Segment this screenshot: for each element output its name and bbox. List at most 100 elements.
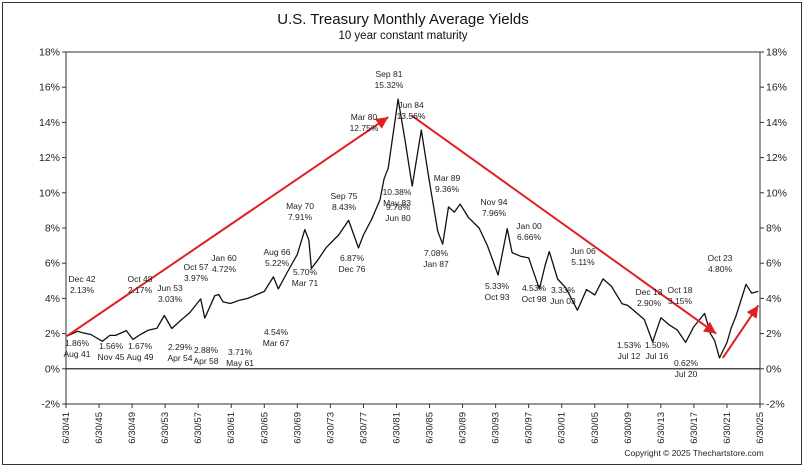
annotation-label: 5.70% [293, 267, 318, 277]
annotation-label: 3.03% [158, 294, 183, 304]
x-tick-label: 6/30/45 [94, 412, 105, 444]
annotation-label: 1.86% [65, 338, 90, 348]
y-tick-label-right: 0% [766, 363, 781, 375]
y-tick-label-left: 2% [45, 328, 60, 340]
annotation-label: 3.97% [184, 273, 209, 283]
x-tick-label: 6/30/69 [292, 412, 303, 444]
annotation-label: Oct 98 [521, 294, 546, 304]
x-tick-label: 6/30/57 [193, 412, 204, 444]
annotation-label: 1.56% [99, 341, 124, 351]
y-tick-label-right: 4% [766, 293, 781, 305]
annotation-label: Jul 12 [618, 351, 641, 361]
y-tick-label-right: 10% [766, 187, 787, 199]
x-tick-label: 6/30/81 [391, 412, 402, 444]
annotation-label: Apr 54 [167, 353, 192, 363]
annotation-label: Jul 20 [675, 369, 698, 379]
x-tick-label: 6/30/05 [590, 412, 601, 444]
x-tick-label: 6/30/85 [425, 412, 436, 444]
annotation-label: 1.50% [645, 340, 670, 350]
annotation-label: Aug 41 [64, 349, 91, 359]
annotation-label: May 61 [226, 358, 254, 368]
annotation-label: 13.56% [397, 111, 426, 121]
y-tick-label-right: 6% [766, 258, 781, 270]
annotation-label: Jun 53 [157, 283, 183, 293]
annotation-label: 2.17% [128, 285, 153, 295]
annotation-label: 7.08% [424, 248, 449, 258]
x-tick-label: 6/30/49 [127, 412, 138, 444]
annotation-label: 8.43% [332, 202, 357, 212]
annotation-label: Sep 75 [331, 191, 358, 201]
x-tick-label: 6/30/01 [557, 412, 568, 444]
annotation-label: 7.96% [482, 208, 507, 218]
annotation-label: 2.13% [70, 285, 95, 295]
x-tick-label: 6/30/97 [524, 412, 535, 444]
annotation-label: Dec 76 [339, 264, 366, 274]
annotation-label: Oct 23 [707, 253, 732, 263]
annotation-label: Jun 80 [385, 213, 411, 223]
annotation-label: Oct 18 [667, 285, 692, 295]
annotation-label: May 83 [383, 198, 411, 208]
x-tick-label: 6/30/25 [755, 412, 766, 444]
annotation-label: Nov 45 [98, 352, 125, 362]
y-tick-label-left: 8% [45, 223, 60, 235]
series-layer [66, 98, 759, 359]
x-tick-label: 6/30/13 [656, 412, 667, 444]
y-tick-label-left: 6% [45, 258, 60, 270]
annotation-label: 5.11% [571, 257, 595, 267]
annotation-label: Oct 48 [127, 274, 152, 284]
annotation-label: 3.33% [551, 285, 576, 295]
annotation-label: 6.66% [517, 232, 542, 242]
annotation-label: 4.72% [212, 264, 237, 274]
x-tick-label: 6/30/41 [61, 412, 72, 444]
annotation-label: Jan 87 [423, 259, 449, 269]
x-tick-label: 6/30/61 [226, 412, 237, 444]
annotation-label: Apr 58 [193, 356, 218, 366]
x-tick-label: 6/30/77 [358, 412, 369, 444]
y-tick-label-right: 8% [766, 223, 781, 235]
annotation-label: 5.33% [485, 281, 510, 291]
y-tick-label-left: 16% [39, 82, 60, 94]
annotation-label: 4.80% [708, 264, 733, 274]
annotation-label: May 70 [286, 201, 314, 211]
y-tick-label-right: -2% [766, 399, 785, 411]
y-tick-label-right: 18% [766, 47, 787, 59]
annotation-label: Oct 93 [484, 292, 509, 302]
annotation-label: 2.88% [194, 345, 219, 355]
annotation-label: 3.15% [668, 296, 693, 306]
x-tick-label: 6/30/21 [722, 412, 733, 444]
annotation-label: Aug 66 [264, 247, 291, 257]
annotation-label: Jul 16 [646, 351, 669, 361]
chart-title: U.S. Treasury Monthly Average Yields [277, 11, 529, 28]
y-tick-label-right: 2% [766, 328, 781, 340]
annotation-label: 12.75% [350, 123, 379, 133]
annotation-label: 7.91% [288, 212, 313, 222]
y-tick-label-right: 14% [766, 117, 787, 129]
annotation-label: 5.22% [265, 258, 290, 268]
x-tick-label: 6/30/09 [623, 412, 634, 444]
annotation-label: 9.78% [386, 202, 411, 212]
annotation-label: 0.62% [674, 358, 699, 368]
x-axis: 6/30/41 6/30/45 6/30/49 6/30/53 6/30/57 6/30/… [61, 404, 766, 444]
x-tick-label: 6/30/17 [689, 412, 700, 444]
annotation-label: Jan 60 [211, 253, 237, 263]
annotation-label: Jun 84 [398, 100, 424, 110]
y-tick-label-left: 10% [39, 187, 60, 199]
x-tick-label: 6/30/65 [259, 412, 270, 444]
trend-arrows [66, 114, 760, 359]
y-tick-label-right: 16% [766, 82, 787, 94]
chart-subtitle: 10 year constant maturity [338, 30, 467, 42]
annotation-label: Mar 71 [292, 278, 319, 288]
chart-frame [2, 2, 802, 465]
annotation-label: 1.67% [128, 341, 153, 351]
annotation-label: Dec 13 [636, 287, 663, 297]
annotation-label: 4.54% [264, 327, 289, 337]
y-axis-left: -2% 0% 2% 4% 6% 8% 10% 12% 14% 16% 18% [39, 47, 66, 411]
annotation-label: 2.29% [168, 342, 193, 352]
y-tick-label-left: 14% [39, 117, 60, 129]
annotation-label: 4.53% [522, 283, 547, 293]
x-tick-label: 6/30/89 [458, 412, 469, 444]
y-axis-right: -2% 0% 2% 4% 6% 8% 10% 12% 14% 16% 18% [760, 47, 787, 411]
y-tick-label-left: 4% [45, 293, 60, 305]
x-tick-label: 6/30/53 [160, 412, 171, 444]
